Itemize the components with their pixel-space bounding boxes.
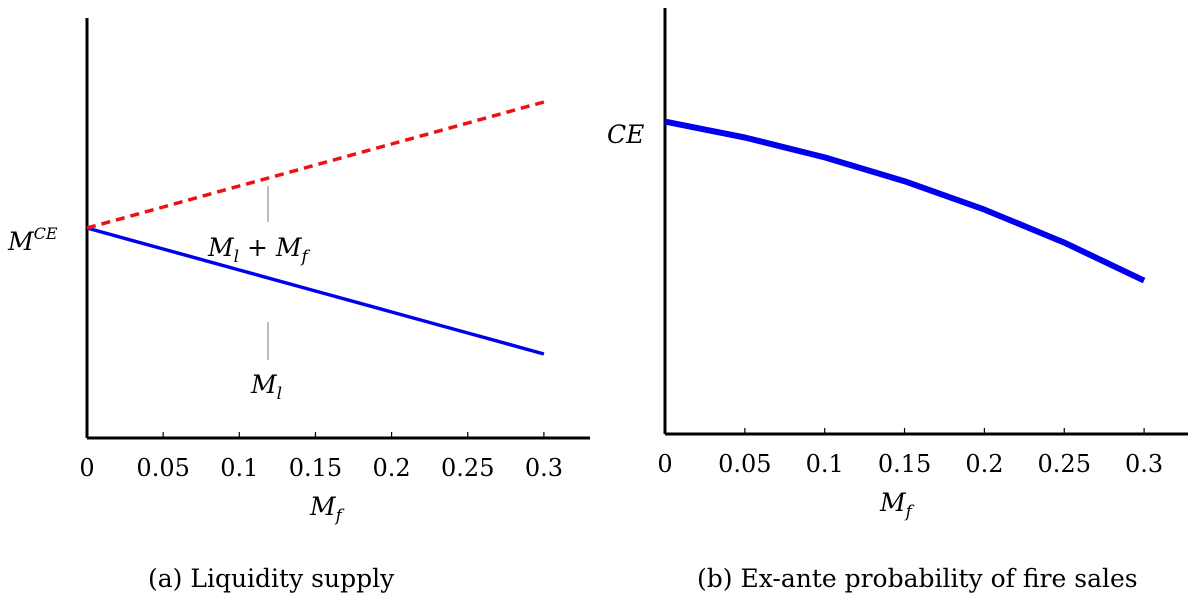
panel-a-xtick-label: 0.25: [441, 454, 494, 482]
panel-b-xtick-label: 0.3: [1125, 450, 1163, 478]
panel-a-series-line-2: [86, 100, 545, 230]
panel-b-xtick-label: 0.15: [878, 450, 931, 478]
panel-b-xtick-label: 0.25: [1038, 450, 1091, 478]
panel-b-xtick-label: 0.2: [965, 450, 1003, 478]
panel-a-xtick-label: 0.1: [220, 454, 258, 482]
panel-b-ytick-label: CE: [607, 120, 644, 149]
panel-a-series-line-1: [86, 226, 545, 356]
panel-a-xtick-label: 0.2: [373, 454, 411, 482]
panel-b-caption: (b) Ex-ante probability of fire sales: [697, 564, 1138, 593]
panel-a-xtick-label: 0: [79, 454, 94, 482]
panel-b-xtick-label: 0.1: [806, 450, 844, 478]
panel-a-xtick-label: 0.05: [136, 454, 189, 482]
panel-b-series-line-1: [664, 118, 1146, 284]
panel-b-xtick-label: 0.05: [718, 450, 771, 478]
panel-a-xtick-label: 0.3: [525, 454, 563, 482]
panel-b-fire-sale-probability: 0 0.05 0.1 0.15 0.2 0.25 0.3 CE Mf (b) Ex-ante…: [607, 8, 1188, 593]
panel-a-series-label-sum: Ml + Mf: [207, 233, 311, 267]
panel-a-caption: (a) Liquidity supply: [148, 564, 395, 593]
panel-b-xtick-label: 0: [657, 450, 672, 478]
panel-b-x-axis-label: Mf: [879, 488, 915, 522]
panel-a-series-label-ml: Ml: [250, 370, 282, 404]
panel-a-liquidity-supply: 0 0.05 0.1 0.15 0.2 0.25 0.3 MCE Ml + Mf Ml Mf…: [7, 18, 590, 593]
panel-a-ytick-label: MCE: [7, 224, 58, 256]
panel-a-xtick-label: 0.15: [289, 454, 342, 482]
panel-a-x-axis-label: Mf: [309, 492, 345, 526]
